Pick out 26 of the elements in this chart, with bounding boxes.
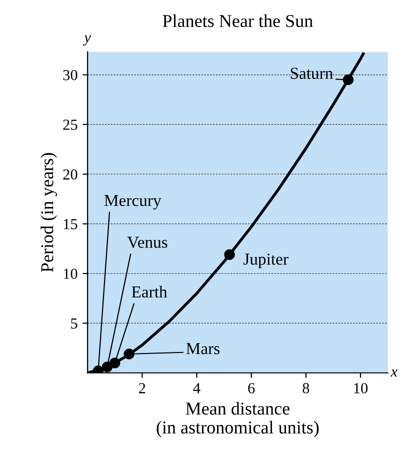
y-tick-label: 15	[64, 219, 78, 230]
annotation: Saturn	[290, 68, 333, 79]
annotation: Earth	[132, 286, 168, 298]
y-tick-label: 30	[63, 70, 78, 80]
point	[224, 249, 235, 260]
annotation: Jupiter	[244, 254, 288, 268]
x-tick-label: 10	[354, 383, 368, 394]
y-tick-label: 25	[63, 120, 78, 130]
y-tick-label: 5	[71, 318, 78, 329]
x-tick-label: 6	[248, 383, 255, 394]
annotation: Venus	[127, 236, 168, 248]
x-axis-title: Mean distance (in astronomical units)	[156, 402, 319, 438]
point	[124, 348, 134, 360]
text: y	[82, 35, 91, 46]
y-tick-label: 10	[64, 268, 78, 279]
x-tick-label: 2	[139, 383, 146, 394]
x-tick-label: 4	[193, 383, 200, 394]
y-tick-label: 20	[63, 169, 78, 180]
y-axis-title: Period (in years)	[40, 153, 58, 272]
point	[342, 74, 354, 86]
point	[110, 358, 120, 368]
chart-title: Planets Near the Sun	[162, 14, 313, 28]
x-tick-label: 8	[302, 383, 310, 394]
annotation: Mars	[186, 343, 220, 354]
text: x	[390, 370, 398, 377]
annotation: Mercury	[104, 195, 162, 210]
